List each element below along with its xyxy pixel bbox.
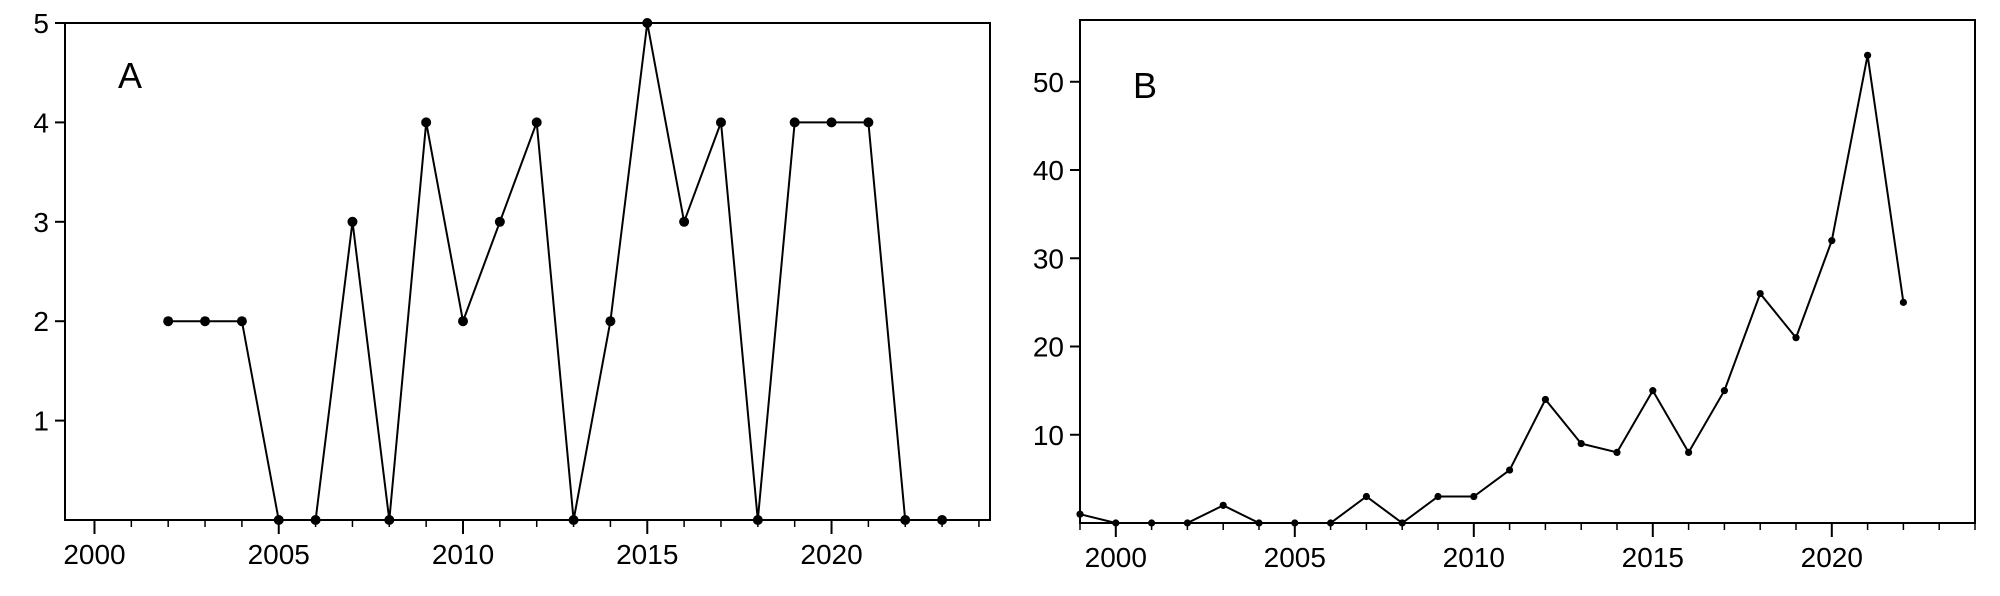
data-point [494,216,505,227]
y-tick-label: 20 [1033,332,1064,363]
data-point [568,515,579,525]
data-point [1255,519,1263,527]
data-point [200,316,211,327]
panel-a-chart: 2000 2005 2010 2015 2020 1 2 3 4 5 A [33,8,991,570]
data-point [384,515,395,525]
data-point [937,515,948,525]
x-tick-label: 2005 [248,539,310,570]
x-tick-label: 2000 [1085,542,1147,573]
data-point [1864,51,1872,59]
data-point [1470,492,1478,501]
data-point [1613,448,1621,457]
x-tick-label: 2015 [616,539,678,570]
data-point [1291,519,1299,527]
data-point [826,117,837,128]
x-tick-label: 2010 [1443,542,1505,573]
y-tick-label: 5 [33,8,49,39]
data-point [642,18,653,28]
data-point [1434,492,1442,501]
data-point [1183,519,1191,527]
y-tick-label: 1 [33,406,49,437]
data-point [163,316,174,327]
data-point [863,117,874,128]
data-point [1756,289,1764,298]
panel-label-a: A [118,55,142,96]
panel-label-b: B [1133,65,1157,106]
x-tick-label: 2010 [432,539,494,570]
series-line-a [168,22,943,521]
y-tick-label: 50 [1033,67,1064,98]
y-tick-label: 3 [33,207,49,238]
data-point [1720,387,1728,395]
x-tick-label: 2020 [1801,542,1863,573]
data-point [1506,466,1514,474]
y-tick-label: 2 [33,306,49,337]
data-point [1362,492,1370,501]
data-point [421,117,432,128]
y-tick-label: 4 [33,107,49,138]
data-point [273,515,284,525]
data-point [1577,439,1585,448]
series-line-b [1079,55,1905,525]
data-point [347,216,358,227]
data-point [900,515,911,525]
data-point [1112,519,1120,527]
data-point [679,216,690,227]
data-point [715,117,726,128]
data-point [605,316,616,327]
data-point [1076,510,1084,518]
data-point [752,515,763,525]
x-tick-label: 2005 [1264,542,1326,573]
data-point [1148,519,1156,527]
y-tick-label: 10 [1033,420,1064,451]
data-point [236,316,247,327]
plot-frame-b [1079,19,1976,524]
data-point [310,515,321,525]
y-tick-label: 30 [1033,243,1064,274]
data-point [1828,237,1836,245]
data-point [1899,298,1907,306]
data-point [531,117,542,128]
x-tick-label: 2000 [63,539,125,570]
data-point [1541,395,1549,404]
data-point [1327,519,1335,527]
data-point [458,316,469,327]
data-point [789,117,800,128]
data-point [1792,334,1800,342]
data-point [1649,387,1657,395]
x-tick-label: 2020 [800,539,862,570]
panel-b-chart: 2000 2005 2010 2015 2020 10 20 30 40 50 B [1033,19,1976,573]
data-point [1219,501,1227,509]
x-tick-label: 2015 [1622,542,1684,573]
data-point [1398,519,1406,527]
y-tick-label: 40 [1033,155,1064,186]
data-point [1685,448,1693,457]
plot-frame-a [64,22,991,521]
